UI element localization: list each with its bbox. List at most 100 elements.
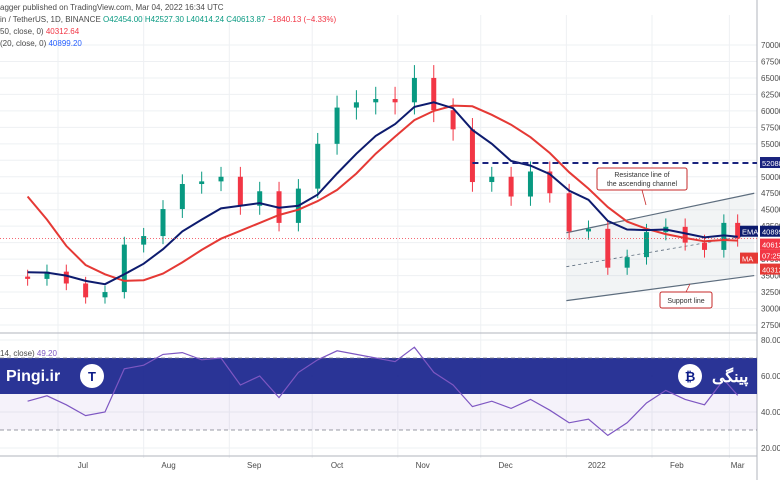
candle-body — [392, 99, 398, 103]
ohlc-high: H42527.30 — [144, 15, 184, 24]
ema-tag-badge: EMA — [740, 225, 758, 237]
candle — [489, 166, 495, 192]
candle — [605, 220, 611, 275]
countdown-badge-text: 07:25:41 — [762, 252, 780, 261]
tether-icon — [80, 364, 104, 388]
candle-body — [585, 228, 591, 232]
ohlc-open: O42454.00 — [103, 15, 143, 24]
candle-body — [121, 244, 127, 293]
candle — [102, 285, 108, 304]
price-axis[interactable]: 70000.00 67500.00 65000.00 62500.00 60000.00… — [740, 41, 780, 453]
price-tick-label: 57500.00 — [761, 123, 780, 132]
price-tick-label: 60000.00 — [761, 107, 780, 116]
candle-body — [141, 236, 147, 245]
candle — [121, 236, 127, 299]
annotations: Resistance line of the ascending channel S… — [596, 167, 713, 309]
price-tick-label: 65000.00 — [761, 74, 780, 83]
candle-body — [237, 176, 243, 206]
candle — [44, 264, 50, 286]
ema-legend-label: (20, close, 0) — [0, 39, 47, 48]
candle — [199, 171, 205, 194]
publisher-line: agger published on TradingView.com, Mar … — [0, 3, 224, 12]
watermark-right-text: پینگی — [712, 367, 749, 387]
candle-body — [102, 292, 108, 298]
last-price-badge-text: 40613.87 — [762, 241, 780, 250]
candle-body — [735, 222, 741, 239]
candle — [566, 183, 572, 240]
support-callout-text: Support line — [667, 298, 704, 305]
candle-body — [83, 283, 89, 298]
candle — [585, 220, 591, 240]
candle-body — [160, 209, 166, 237]
ma-line — [26, 104, 738, 282]
time-tick-label: 2022 — [588, 461, 606, 470]
candle — [141, 227, 147, 253]
channel-upper — [566, 192, 755, 234]
ohlc-change: −1840.13 (−4.33%) — [267, 15, 337, 24]
candle-body — [411, 77, 417, 103]
last-price-badge: 40613.87 — [760, 238, 780, 250]
candle — [63, 264, 69, 291]
candle-body — [508, 176, 514, 197]
candle — [527, 161, 533, 206]
ema-value-badge: 40899.20 — [760, 225, 780, 237]
candle — [392, 86, 398, 115]
watermark: Pingi.ir T ₿ پینگی — [6, 364, 749, 388]
candle-body — [605, 228, 611, 268]
ma-tag-badge-text: MA — [742, 255, 753, 264]
ma-value-badge-text: 40312.64 — [762, 266, 780, 275]
channel-fill — [566, 193, 755, 301]
resistance-callout-pointer — [641, 189, 647, 206]
time-tick-label: Sep — [247, 461, 262, 470]
ma-legend[interactable]: 50, close, 0) 40312.64 — [0, 27, 79, 36]
countdown-badge-bg — [760, 249, 780, 261]
bitcoin-icon-glyph: ₿ — [685, 369, 696, 384]
last-price-badge-bg — [760, 238, 780, 250]
candle — [334, 95, 340, 155]
rsi-legend[interactable]: 14, close) 49.20 — [0, 349, 57, 358]
ema-legend[interactable]: (20, close, 0) 40899.20 — [0, 39, 82, 48]
price-tick-label: 50000.00 — [761, 173, 780, 182]
rsi-tick-label: 60.00 — [761, 372, 780, 381]
ma-legend-value: 40312.64 — [45, 27, 80, 36]
candle — [160, 200, 166, 245]
resistance-callout-text: Resistance line of — [614, 172, 669, 179]
candle-body — [334, 107, 340, 144]
time-tick-label: Nov — [416, 461, 430, 470]
candle — [315, 132, 321, 199]
ma-legend-label: 50, close, 0) — [0, 27, 44, 36]
candle-body — [315, 143, 321, 189]
ema-value-badge-text: 40899.20 — [762, 228, 780, 237]
candle-body — [527, 171, 533, 197]
time-tick-label: Oct — [331, 461, 344, 470]
ma-value-badge: 40312.64 — [760, 263, 780, 275]
ema-line — [27, 101, 738, 286]
channel-lower — [566, 274, 755, 302]
price-tick-label: 27500.00 — [761, 321, 780, 330]
ema-tag-badge-bg — [740, 225, 758, 237]
candle-body — [431, 77, 437, 111]
resistance-callout-text: the ascending channel — [607, 181, 677, 188]
watermark-band — [0, 358, 757, 394]
candle-body — [199, 181, 205, 185]
price-tick-label: 55000.00 — [761, 140, 780, 149]
candle — [702, 234, 708, 258]
ohlc-low: L40414.24 — [186, 15, 225, 24]
candle-body — [489, 176, 495, 183]
candle-body — [547, 171, 553, 194]
ma-tag-badge: MA — [740, 252, 758, 264]
candle-body — [682, 226, 688, 243]
candle-body — [44, 271, 50, 279]
candle-body — [702, 242, 708, 250]
rsi-tick-label: 40.00 — [761, 408, 780, 417]
ema-value-badge-bg — [760, 225, 780, 237]
candle-body — [450, 110, 456, 130]
ema-tag-badge-text: EMA — [742, 228, 758, 237]
rsi-tick-label: 20.00 — [761, 444, 780, 453]
candle-body — [63, 271, 69, 284]
price-tick-label: 47500.00 — [761, 189, 780, 198]
candle-body — [469, 129, 475, 183]
price-tick-label: 35000.00 — [761, 272, 780, 281]
time-axis[interactable]: Jul Aug Sep Oct Nov Dec 2022 Feb Mar — [78, 461, 745, 470]
